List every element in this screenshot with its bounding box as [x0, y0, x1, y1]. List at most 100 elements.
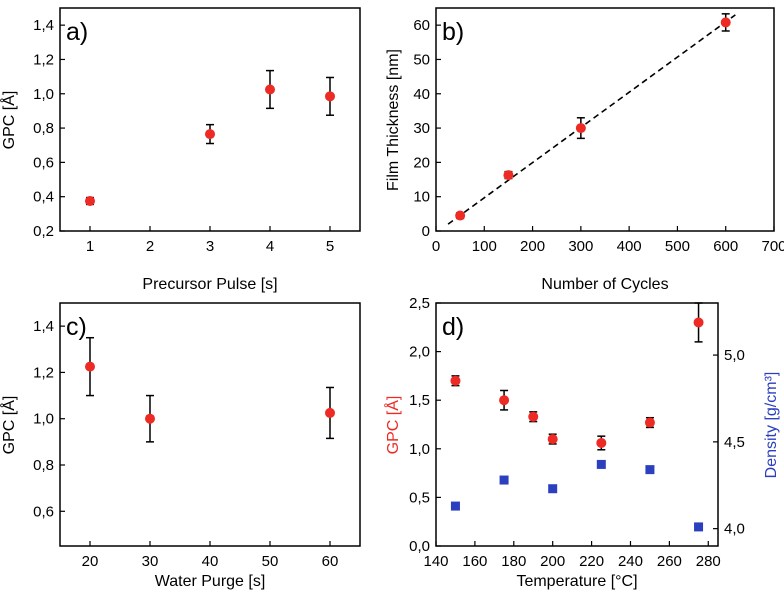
panel-b-marks	[448, 14, 735, 224]
panel-b-xtick-label: 400	[617, 238, 642, 255]
panel-a-xtick-label: 2	[146, 238, 154, 255]
panel-d-ytick-label: 1,0	[409, 441, 430, 458]
panel-d-y2tick-label: 4,5	[724, 434, 745, 451]
panel-b-ytick-label: 60	[413, 17, 430, 34]
panel-a-data-point	[325, 91, 335, 101]
panel-a-data-point	[205, 129, 215, 139]
panel-b-label: b)	[442, 18, 464, 46]
panel-a-ytick-label: 1,0	[33, 86, 54, 103]
panel-d-ytick-label: 0,5	[409, 489, 430, 506]
panel-c-xlabel: Water Purge [s]	[155, 573, 266, 590]
panel-a-data-point	[85, 196, 95, 206]
panel-a-xtick-label: 4	[266, 238, 274, 255]
panel-b-xlabel: Number of Cycles	[541, 276, 668, 293]
panel-b-xtick-label: 0	[432, 238, 440, 255]
panel-c-xtick-label: 60	[322, 553, 339, 570]
panel-c-ytick-label: 1,2	[33, 364, 54, 381]
panel-d-data-point	[450, 376, 460, 386]
panel-a-ytick-label: 0,6	[33, 154, 54, 171]
panel-b-ytick-label: 10	[413, 189, 430, 206]
panel-a-ytick-label: 0,4	[33, 189, 54, 206]
panel-b-xtick-label: 600	[713, 238, 738, 255]
panel-b-ytick-label: 40	[413, 86, 430, 103]
panel-c-xtick-label: 40	[202, 553, 219, 570]
panel-c-xtick-label: 50	[262, 553, 279, 570]
panel-d-xtick-label: 140	[423, 553, 448, 570]
panel-d-density-point	[451, 502, 460, 511]
panel-d-data-point	[596, 438, 606, 448]
panel-a-ticks: 1 2 3 4 5 0,2 0,4 0,6 0,8 1,0 1,2 1,4	[33, 17, 334, 255]
panel-d-xtick-label: 200	[540, 553, 565, 570]
panel-b-xtick-label: 300	[568, 238, 593, 255]
panel-a-ytick-label: 1,2	[33, 51, 54, 68]
panel-b-data-point	[455, 211, 465, 221]
panel-c-ylabel: GPC [Å]	[0, 396, 18, 455]
panel-d-data-point	[645, 418, 655, 428]
panel-d-density-point	[645, 465, 654, 474]
panel-b-xtick-label: 500	[665, 238, 690, 255]
panel-a-data-point	[265, 84, 275, 94]
panel-d-xtick-label: 280	[696, 553, 721, 570]
panel-a-ylabel: GPC [Å]	[0, 91, 18, 150]
panel-b-ytick-label: 50	[413, 51, 430, 68]
panel-b-ytick-label: 0	[422, 223, 430, 240]
panel-d-data-point	[694, 317, 704, 327]
panel-d-label: d)	[442, 313, 464, 341]
panel-d-ytick-label: 0,0	[409, 538, 430, 555]
panel-a-xlabel: Precursor Pulse [s]	[142, 276, 277, 293]
panel-d-xtick-label: 220	[579, 553, 604, 570]
panel-d-xlabel: Temperature [°C]	[516, 573, 637, 590]
panel-b-xtick-label: 200	[520, 238, 545, 255]
panel-d-density-point	[548, 484, 557, 493]
panel-c-frame	[60, 303, 360, 546]
panel-d-ylabel: GPC [Å]	[383, 396, 402, 455]
panel-a-frame	[60, 8, 360, 231]
panel-c-data-point	[85, 362, 95, 372]
panel-c-label: c)	[66, 313, 87, 341]
panel-a-ytick-label: 0,2	[33, 223, 54, 240]
panel-d-y2tick-label: 4,0	[724, 521, 745, 538]
panel-b-ytick-label: 30	[413, 120, 430, 137]
panel-d-data-point	[499, 395, 509, 405]
panel-d-data-point	[548, 434, 558, 444]
panel-b-ytick-label: 20	[413, 154, 430, 171]
panel-b-xtick-label: 100	[472, 238, 497, 255]
panel-d-ytick-label: 2,5	[409, 295, 430, 312]
panel-c-xtick-label: 30	[142, 553, 159, 570]
panel-a-ytick-label: 0,8	[33, 120, 54, 137]
panel-a-xtick-label: 1	[86, 238, 94, 255]
panel-d-xtick-label: 260	[657, 553, 682, 570]
panel-a-marks	[85, 71, 335, 206]
panel-c-ytick-label: 1,0	[33, 411, 54, 428]
panel-a-xtick-label: 3	[206, 238, 214, 255]
panel-d-density-point	[500, 476, 509, 485]
panel-c: 20 30 40 50 60 0,6 0,8 1,0 1,2 1,4 c) Water Purge…	[0, 303, 360, 590]
figure: 1 2 3 4 5 0,2 0,4 0,6 0,8 1,0 1,2 1,4 a) Precursor …	[0, 0, 784, 594]
panel-b-ylabel: Film Thickness [nm]	[385, 49, 402, 191]
panel-b: 0 100 200 300 400 500 600 700 0 10 20 30 40 50 60 b) N…	[385, 8, 784, 293]
panel-c-ytick-label: 0,6	[33, 503, 54, 520]
panel-c-ytick-label: 1,4	[33, 318, 54, 335]
panel-b-frame	[436, 8, 774, 231]
panel-a-xtick-label: 5	[326, 238, 334, 255]
panel-c-ytick-label: 0,8	[33, 457, 54, 474]
panel-a: 1 2 3 4 5 0,2 0,4 0,6 0,8 1,0 1,2 1,4 a) Precursor …	[0, 8, 360, 293]
panel-d: 140 160 180 200 220 240 260 280 0,0 0,5 1,0 1,5 2,0 2…	[383, 295, 780, 590]
panel-d-ytick-label: 1,5	[409, 392, 430, 409]
panel-d-y2tick-label: 5,0	[724, 347, 745, 364]
panel-b-ticks: 0 100 200 300 400 500 600 700 0 10 20 30 40 50 60	[413, 17, 784, 255]
panel-c-data-point	[325, 408, 335, 418]
panel-d-density-point	[694, 522, 703, 531]
panel-d-y2label: Density [g/cm³]	[763, 372, 780, 479]
panel-c-ticks: 20 30 40 50 60 0,6 0,8 1,0 1,2 1,4	[33, 318, 338, 570]
panel-b-fit-line	[448, 15, 735, 224]
panel-c-xtick-label: 20	[82, 553, 99, 570]
panel-b-xtick-label: 700	[761, 238, 784, 255]
panel-d-data-point	[528, 412, 538, 422]
panel-d-marks	[450, 303, 703, 531]
panel-a-label: a)	[66, 18, 88, 46]
panel-a-ytick-label: 1,4	[33, 17, 54, 34]
panel-b-data-point	[576, 123, 586, 133]
panel-d-xtick-label: 160	[462, 553, 487, 570]
panel-d-xtick-label: 240	[618, 553, 643, 570]
